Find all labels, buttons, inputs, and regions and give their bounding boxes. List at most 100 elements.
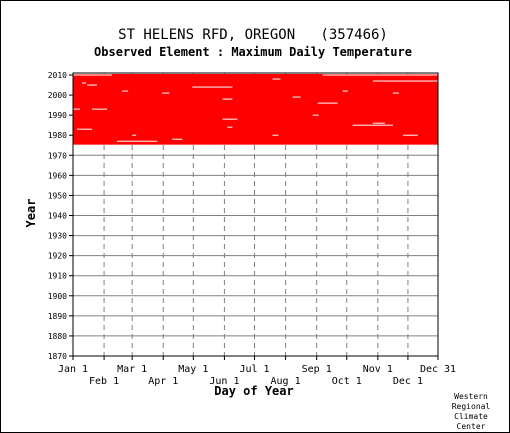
chart-title: ST HELENS RFD, OREGON (357466): [118, 27, 388, 43]
y-tick-label: 1970: [48, 151, 67, 160]
y-tick-label: 1980: [48, 131, 67, 140]
year-data-row: [73, 98, 438, 101]
x-tick-label: Dec 31: [420, 364, 456, 375]
x-tick-label: Mar 1: [117, 364, 147, 375]
year-data-row: [73, 102, 438, 105]
chart-subtitle: Observed Element : Maximum Daily Tempera…: [94, 45, 412, 59]
x-tick-label: Sep 1: [302, 364, 332, 375]
missing-data-segment: [292, 96, 301, 98]
year-data-row: [73, 130, 438, 133]
x-tick-label: Apr 1: [148, 376, 178, 387]
missing-data-segment: [272, 134, 279, 136]
credit-block: Western Regional Climate Center: [452, 392, 491, 431]
missing-data-segment: [73, 108, 81, 110]
y-tick-label: 2000: [48, 91, 67, 100]
missing-data-segment: [172, 138, 183, 140]
y-tick-label: 2010: [48, 71, 67, 80]
year-data-row: [73, 108, 438, 111]
y-tick-label: 1990: [48, 111, 67, 120]
year-data-row: [73, 92, 438, 95]
year-data-row: [73, 128, 438, 131]
year-data-row: [73, 78, 438, 81]
missing-data-segment: [322, 74, 438, 76]
plot-data: [73, 74, 438, 145]
x-tick-label: Aug 1: [271, 376, 301, 387]
missing-data-segment: [222, 118, 238, 120]
year-data-row: [73, 116, 438, 119]
x-tick-label: Jul 1: [239, 364, 269, 375]
missing-data-segment: [372, 122, 385, 124]
year-data-row: [73, 140, 438, 143]
x-tick-label: Jan 1: [58, 364, 88, 375]
y-tick-label: 1930: [48, 232, 67, 241]
year-data-row: [73, 94, 438, 97]
missing-data-segment: [117, 140, 158, 142]
year-data-row: [73, 112, 438, 115]
year-data-row: [73, 96, 438, 99]
x-tick-label: Nov 1: [363, 364, 393, 375]
missing-data-segment: [227, 126, 233, 128]
year-data-row: [73, 86, 438, 89]
year-data-row: [73, 84, 438, 87]
year-data-row: [73, 74, 438, 77]
x-tick-label: May 1: [178, 364, 208, 375]
missing-data-segment: [82, 82, 87, 84]
missing-data-segment: [342, 90, 348, 92]
missing-data-segment: [77, 128, 93, 130]
credit-line-3: Climate: [454, 412, 488, 421]
missing-data-segment: [87, 84, 98, 86]
missing-data-segment: [352, 124, 393, 126]
y-tick-label: 1870: [48, 352, 67, 361]
year-data-row: [73, 122, 438, 125]
plot-border: [72, 72, 439, 357]
missing-data-segment: [162, 92, 170, 94]
y-tick-label: 1920: [48, 252, 67, 261]
year-data-row: [73, 118, 438, 121]
year-data-row: [73, 138, 438, 141]
credit-line-2: Regional: [452, 402, 491, 411]
plot-axes: [69, 72, 439, 360]
missing-data-segment: [372, 80, 438, 82]
year-data-row: [73, 126, 438, 129]
year-data-row: [73, 134, 438, 137]
y-tick-label: 1890: [48, 312, 67, 321]
year-data-row: [73, 88, 438, 91]
year-data-row: [73, 110, 438, 113]
y-tick-label: 1950: [48, 191, 67, 200]
year-data-row: [73, 80, 438, 83]
missing-data-segment: [122, 90, 129, 92]
year-data-row: [73, 104, 438, 107]
x-axis-label: Day of Year: [214, 384, 293, 398]
year-data-row: [73, 136, 438, 139]
x-tick-label: Dec 1: [393, 376, 423, 387]
missing-data-segment: [392, 92, 399, 94]
year-data-row: [73, 90, 438, 93]
missing-data-segment: [317, 102, 338, 104]
credit-line-1: Western: [454, 392, 488, 401]
missing-data-segment: [222, 98, 233, 100]
year-data-row: [73, 142, 438, 145]
missing-data-segment: [92, 108, 108, 110]
year-data-row: [73, 114, 438, 117]
y-tick-label: 1910: [48, 272, 67, 281]
missing-data-segment: [73, 74, 113, 76]
y-tick-label: 1940: [48, 212, 67, 221]
missing-data-segment: [272, 78, 281, 80]
missing-data-segment: [312, 114, 319, 116]
missing-data-segment: [402, 134, 418, 136]
year-data-row: [73, 82, 438, 85]
x-tick-label: Feb 1: [89, 376, 119, 387]
missing-data-segment: [132, 134, 137, 136]
y-tick-label: 1960: [48, 171, 67, 180]
y-tick-labels: 1870 1880 1890 1900 1910 1920 1930 1940 1950 1960…: [48, 71, 67, 361]
year-data-row: [73, 132, 438, 135]
year-data-row: [73, 76, 438, 79]
y-tick-label: 1900: [48, 292, 67, 301]
credit-line-4: Center: [457, 422, 486, 431]
year-data-row: [73, 124, 438, 127]
year-data-row: [73, 106, 438, 109]
x-tick-label: Jun 1: [209, 376, 239, 387]
